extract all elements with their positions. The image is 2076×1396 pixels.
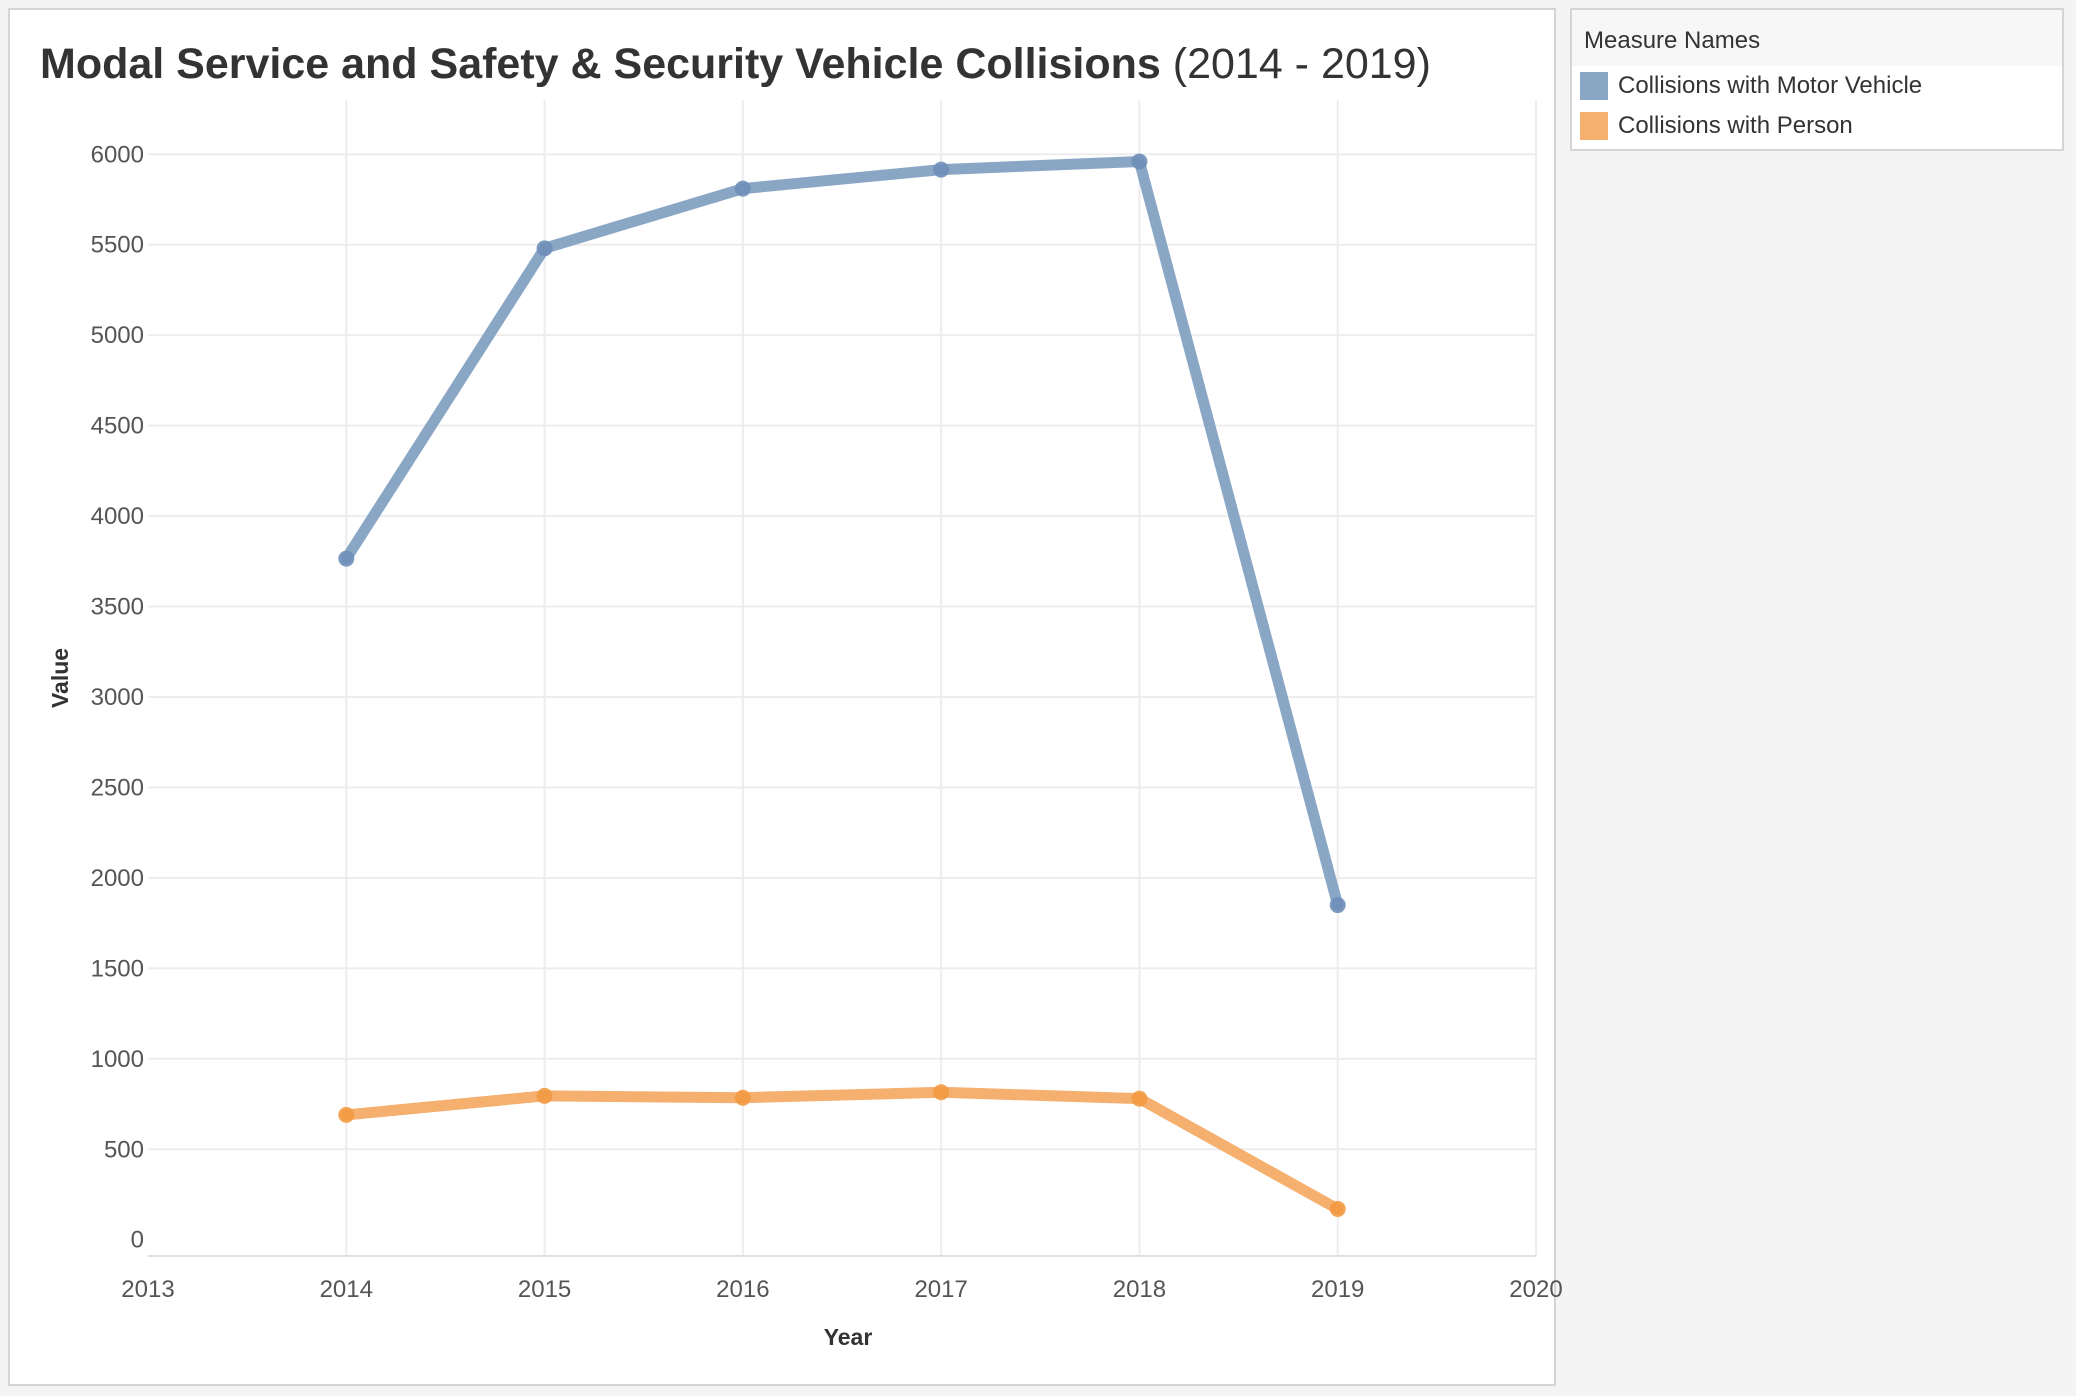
legend-item-motor-vehicle[interactable]: Collisions with Motor Vehicle xyxy=(1572,66,2062,106)
data-point[interactable] xyxy=(338,550,355,567)
data-point[interactable] xyxy=(734,1089,751,1106)
series-line-0 xyxy=(340,156,1344,911)
series-layer xyxy=(338,153,1346,1217)
x-tick-label: 2013 xyxy=(121,1276,174,1303)
data-point[interactable] xyxy=(933,1084,950,1101)
legend-title: Measure Names xyxy=(1572,10,2062,66)
y-tick-label: 4500 xyxy=(91,413,144,440)
x-tick-label: 2015 xyxy=(518,1276,571,1303)
x-tick-label: 2016 xyxy=(716,1276,769,1303)
y-tick-label: 1000 xyxy=(91,1046,144,1073)
y-tick-label: 2000 xyxy=(91,865,144,892)
x-axis-label: Year xyxy=(824,1324,873,1350)
data-point[interactable] xyxy=(1329,1200,1346,1217)
data-point[interactable] xyxy=(536,240,553,257)
x-tick-label: 2017 xyxy=(914,1276,967,1303)
data-point[interactable] xyxy=(338,1106,355,1123)
y-tick-label: 500 xyxy=(104,1136,144,1163)
y-tick-label: 3000 xyxy=(91,684,144,711)
data-point[interactable] xyxy=(933,161,950,178)
data-point[interactable] xyxy=(1131,153,1148,170)
x-tick-label: 2014 xyxy=(320,1276,373,1303)
y-tick-label: 6000 xyxy=(91,141,144,168)
y-tick-label: 2500 xyxy=(91,774,144,801)
legend-swatch-motor-vehicle xyxy=(1580,72,1608,100)
x-tick-label: 2019 xyxy=(1311,1276,1364,1303)
data-point[interactable] xyxy=(1329,897,1346,914)
gridlines xyxy=(148,100,1537,1257)
y-tick-label: 5500 xyxy=(91,232,144,259)
y-tick-label: 1500 xyxy=(91,955,144,982)
data-point[interactable] xyxy=(536,1087,553,1104)
legend-label-motor-vehicle: Collisions with Motor Vehicle xyxy=(1618,72,1923,99)
x-axis-ticks: 2013 2014 2015 2016 2017 2018 2019 2020 xyxy=(121,1276,1562,1303)
series-line-1 xyxy=(340,1086,1344,1215)
legend-label-person: Collisions with Person xyxy=(1618,112,1853,139)
y-tick-label: 4000 xyxy=(91,503,144,530)
y-tick-label: 0 xyxy=(131,1227,144,1254)
legend: Measure Names Collisions with Motor Vehi… xyxy=(1570,8,2064,151)
y-axis-ticks: 0 500 1000 1500 2000 2500 3000 3500 4000 4500 5000… xyxy=(91,141,144,1253)
y-axis-label: Value xyxy=(47,648,73,708)
chart-title-subtitle: (2014 - 2019) xyxy=(1172,40,1431,88)
legend-item-person[interactable]: Collisions with Person xyxy=(1572,106,2062,146)
y-tick-label: 5000 xyxy=(91,322,144,349)
data-point[interactable] xyxy=(1131,1090,1148,1107)
chart-title: Modal Service and Safety & Security Vehi… xyxy=(40,40,1431,89)
x-tick-label: 2018 xyxy=(1113,1276,1166,1303)
legend-swatch-person xyxy=(1580,112,1608,140)
x-tick-label: 2020 xyxy=(1509,1276,1562,1303)
chart-title-main: Modal Service and Safety & Security Vehi… xyxy=(40,40,1161,88)
y-tick-label: 3500 xyxy=(91,594,144,621)
data-point[interactable] xyxy=(734,180,751,197)
